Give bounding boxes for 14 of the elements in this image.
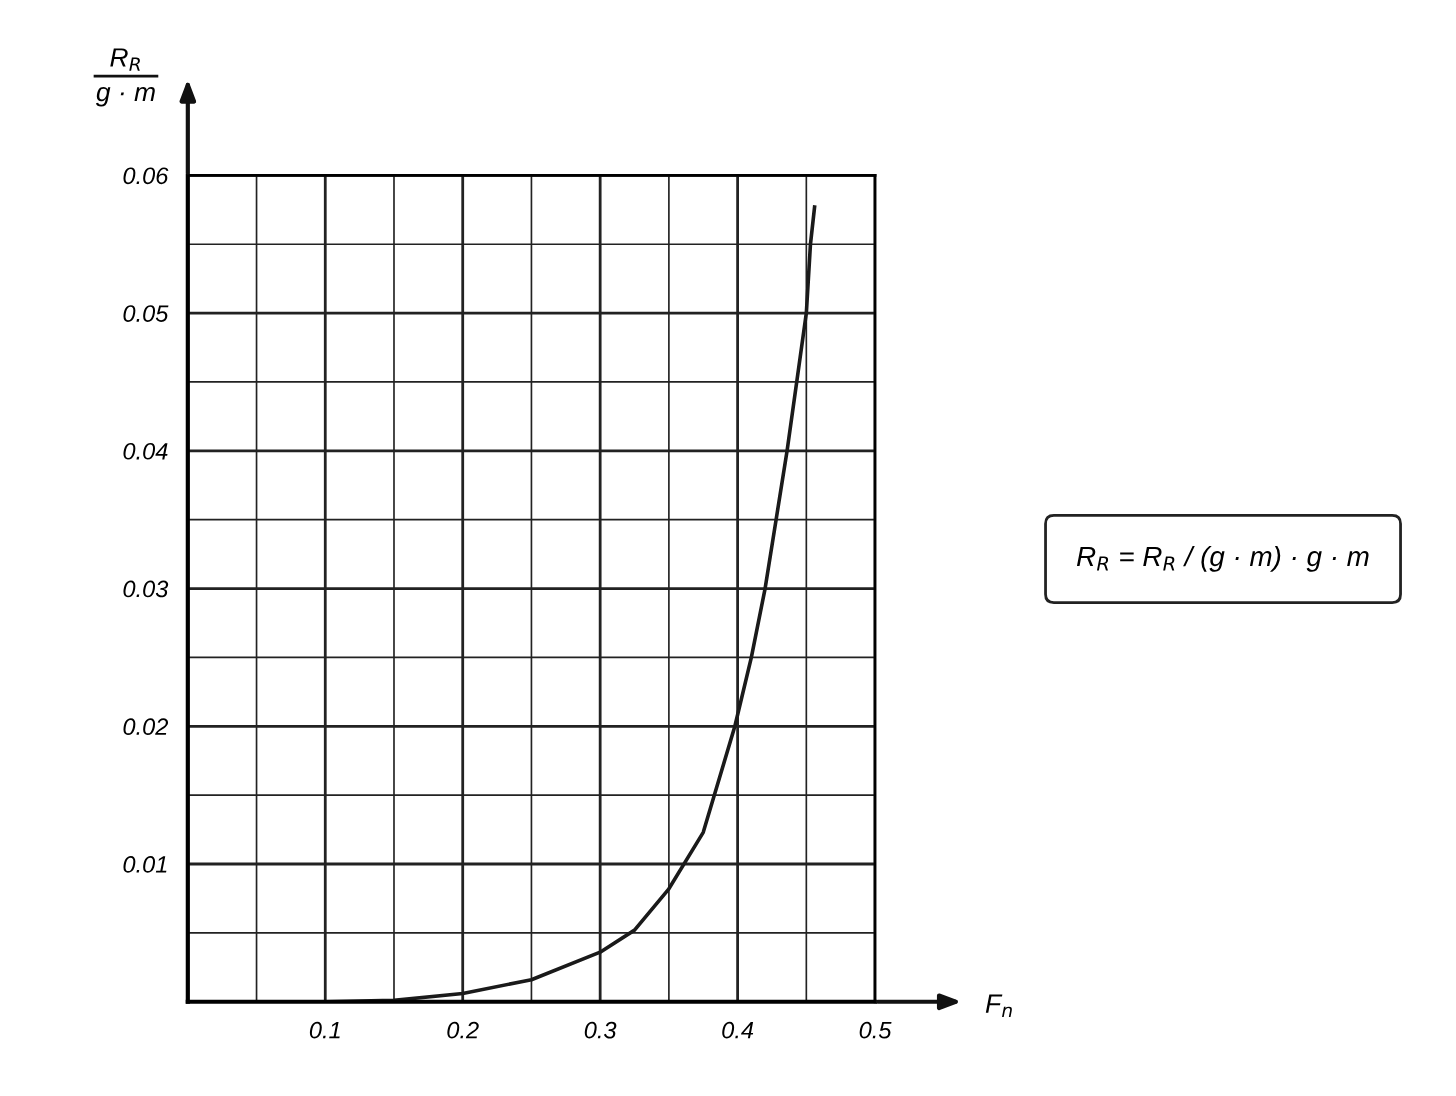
y-axis-title: R$_{R}$ g · m [95, 48, 155, 107]
y-tick-label: 0.04 [123, 442, 168, 460]
y-tick-label: 0.03 [123, 580, 169, 598]
y-tick-label: 0.05 [123, 305, 169, 322]
x-tick-label: 0.4 [722, 1021, 754, 1039]
x-tick-label: 0.5 [859, 1021, 892, 1039]
y-tick-label: 0.02 [123, 718, 169, 736]
x-tick-label: 0.1 [309, 1021, 340, 1039]
y-tick-label: 0.06 [123, 167, 169, 185]
x-tick-label: 0.2 [447, 1021, 479, 1039]
x-axis-title: F$_{n}$ [985, 994, 1012, 1017]
text: R$_{R}$ = R$_{R}$ / (g · m) · g · m [1076, 545, 1369, 572]
x-tick-label: 0.3 [584, 1021, 617, 1039]
y-tick-label: 0.01 [123, 856, 167, 873]
